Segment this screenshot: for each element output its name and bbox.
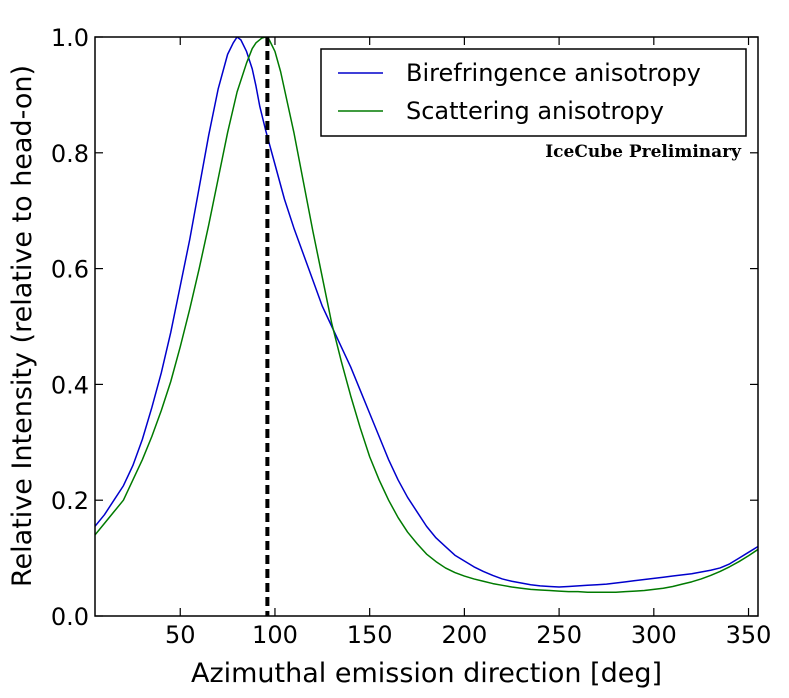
x-tick-label: 350 bbox=[726, 621, 772, 649]
y-tick-label: 0.2 bbox=[51, 487, 89, 515]
series-line-birefringence bbox=[95, 37, 758, 588]
y-tick-label: 0.0 bbox=[51, 603, 89, 631]
y-tick-label: 0.6 bbox=[51, 256, 89, 284]
x-tick-label: 250 bbox=[536, 621, 582, 649]
y-tick-label: 0.4 bbox=[51, 371, 89, 399]
y-axis-label: Relative Intensity (relative to head-on) bbox=[7, 65, 38, 587]
legend-box bbox=[320, 48, 747, 137]
y-tick-label: 0.8 bbox=[51, 140, 89, 168]
x-tick-label: 200 bbox=[441, 621, 487, 649]
icecube-preliminary-annotation: IceCube Preliminary bbox=[545, 142, 742, 162]
x-tick-label: 150 bbox=[347, 621, 393, 649]
legend-label-scattering: Scattering anisotropy bbox=[406, 97, 664, 125]
legend-label-birefringence: Birefringence anisotropy bbox=[406, 59, 701, 87]
x-tick-label: 300 bbox=[631, 621, 677, 649]
series-line-scattering bbox=[95, 37, 758, 594]
x-tick-label: 50 bbox=[165, 621, 196, 649]
legend: Birefringence anisotropy Scattering anis… bbox=[320, 48, 747, 137]
tick-layer: 50 100 150 200 250 300 350 0.0 0.2 0.4 0.6 0.8 1.0 bbox=[51, 24, 772, 649]
y-tick-label: 1.0 bbox=[51, 24, 89, 52]
x-axis-label: Azimuthal emission direction [deg] bbox=[191, 658, 662, 689]
series-layer bbox=[95, 37, 758, 594]
x-tick-label: 100 bbox=[252, 621, 298, 649]
plot-frame bbox=[94, 36, 759, 617]
